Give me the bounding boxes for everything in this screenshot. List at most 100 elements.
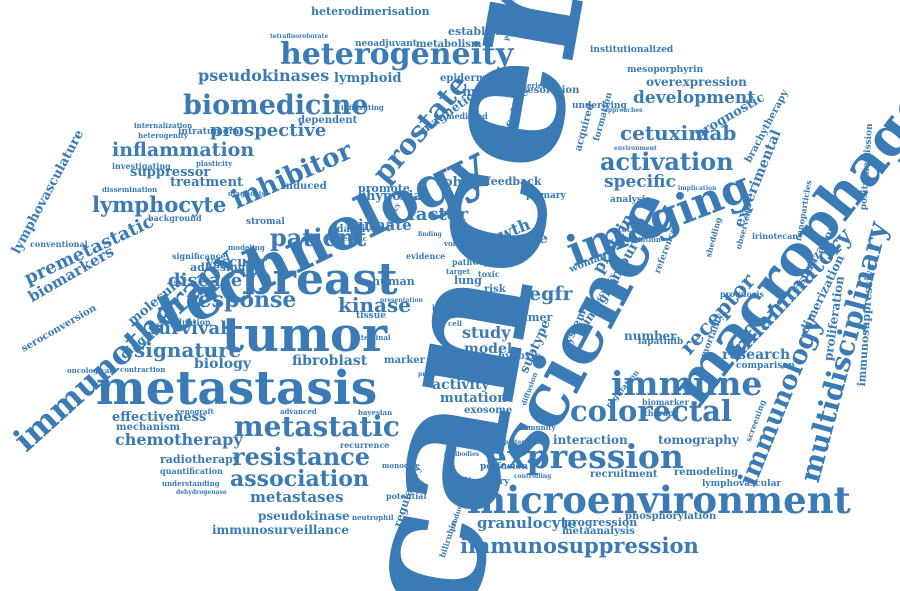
cloud-word: immunosuppression [460,533,699,558]
cloud-word: xenograft [176,407,214,416]
cloud-word: number [624,329,677,343]
cloud-word: lymphovascular [702,479,782,489]
cloud-word: immunosurveillance [212,523,349,537]
cloud-word: underlying [572,101,627,111]
cloud-word: metaanalysis [562,526,635,537]
cloud-word: heterogenity [138,131,188,140]
cloud-word: evidence [406,251,446,261]
cloud-word: signature [134,338,242,362]
cloud-word: association [230,466,369,492]
cloud-word: heterodimerisation [311,5,430,18]
cloud-word: immunity [518,423,556,432]
cloud-word: target [446,267,471,276]
cloud-word: granulocyte [477,514,577,532]
cloud-word: investigating [112,161,171,171]
cloud-word: evaluation [164,317,211,327]
cloud-word: toxic [478,269,500,279]
cloud-word: specific [604,172,676,192]
cloud-word: hypoxia [366,189,422,204]
cloud-word: potential [386,491,427,501]
cloud-word: genetic [338,234,368,243]
cloud-word: lymphoid [334,71,402,86]
cloud-word: interleukin [516,81,560,90]
cloud-word: infiltrating [341,103,384,112]
cloud-word: cetuximab [620,121,737,145]
cloud-word: colorectal [570,394,732,428]
cloud-word: development [633,88,756,108]
cloud-word: progression [564,516,638,529]
cloud-word: conventional [30,239,88,249]
cloud-word: lymphocyte [92,192,227,217]
cloud-word: pattern [504,439,529,446]
cloud-word: metastases [250,488,344,506]
cloud-word: antibodies [444,451,480,458]
cloud-word: primary [526,191,566,201]
cloud-word: controlling [514,473,552,480]
cloud-word: human [372,275,415,288]
cloud-word: medicine [462,85,529,100]
cloud-word: finding [418,231,442,238]
cloud-word: novel [454,291,475,300]
cloud-word: neoadjuvant [355,39,417,49]
cloud-word: quantification [160,466,223,476]
cloud-word: monocyte [382,461,420,470]
cloud-word: trial [514,139,529,146]
cloud-word: metabolism [416,39,482,50]
cloud-word: biomedicine [183,90,369,121]
cloud-word: study [462,323,511,342]
cloud-word: marker [384,355,425,366]
cloud-word: sampling [400,195,431,202]
cloud-word: discovery [462,477,510,487]
cloud-word: inflammation [112,139,255,161]
cloud-word: hypoxic [498,351,541,362]
cloud-word: lapatinib [638,337,684,347]
cloud-word: effectiveness [112,410,207,425]
cloud-word: bayesian [358,408,393,417]
cloud-word: predict [418,371,443,378]
cloud-word: feedback [486,175,542,188]
cloud-word: approaches [604,107,643,114]
cloud-word: biomarker [642,397,689,407]
cloud-word: seroconversion [19,302,99,355]
cloud-word: environment [614,145,657,152]
cloud-word: response [186,287,297,313]
cloud-word: tissue [356,311,386,321]
cloud-word: recurrence [340,440,390,450]
cloud-word: diagnosis [228,189,266,198]
cloud-word: pseudokinases [198,66,330,85]
cloud-word: dissemination [102,185,158,194]
cloud-word: perfusion [480,462,529,472]
cloud-word: plasticity [196,159,233,168]
cloud-word: understanding [162,479,220,488]
cloud-word: induced [282,181,327,192]
cloud-word: chemotherapy [115,430,243,449]
cloud-word: recruitment [590,469,658,480]
cloud-word: patient [270,223,367,252]
cloud-word: innate [358,216,412,234]
cloud-word: lymphovasculature [9,127,88,257]
cloud-word: tetrafluoroborate [270,33,329,40]
cloud-word: metastasis [96,361,378,416]
cloud-word: technique [618,224,663,234]
cloud-word: mesoporphyrin [627,65,704,75]
cloud-word: contraction [120,365,166,374]
cloud-word: suppressor [130,165,211,180]
cloud-word: overexpression [646,75,747,89]
cloud-word: advanced [280,407,317,416]
cloud-word: therapy [644,408,679,418]
cloud-word: microenvironment [467,478,851,522]
cloud-word: radiation [625,235,661,244]
cloud-word: resolution [522,85,580,96]
cloud-word: institutionalized [590,45,674,55]
cloud-word: life [432,303,445,312]
cloud-word: phosphorylation [625,511,717,522]
cloud-word: volume [444,239,473,248]
cloud-word: exosome [464,405,513,416]
cloud-word: radiotherapy [160,453,240,466]
cloud-word: mediated [446,111,488,121]
cloud-word: expression [486,437,684,476]
cloud-word: intestinal [353,333,391,342]
cloud-word: neutrophil [352,513,394,522]
cloud-word: dependent [298,115,358,126]
